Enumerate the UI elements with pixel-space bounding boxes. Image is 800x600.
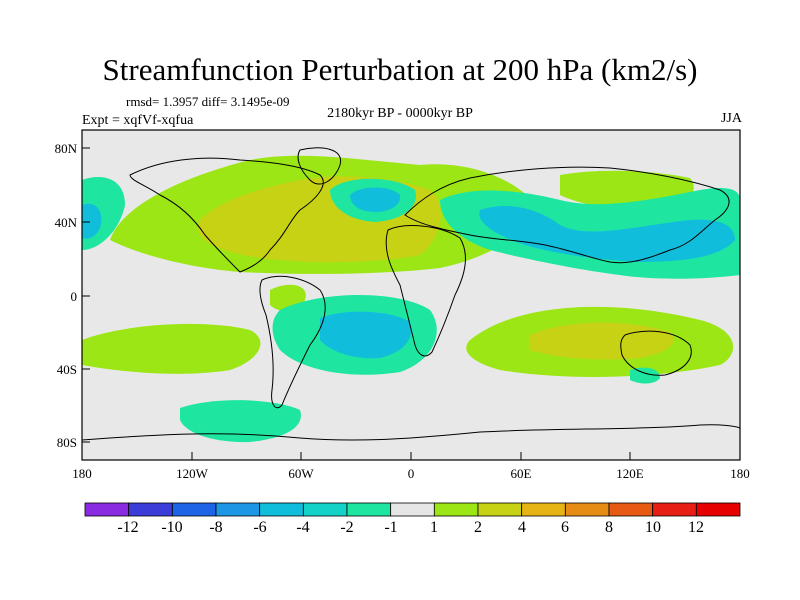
colorbar-box (564, 502, 610, 517)
lat-tick-labels: 80N 40N 0 40S 80S (55, 141, 78, 450)
lat-label-0: 0 (71, 289, 78, 304)
cb-label-m12: -12 (117, 519, 138, 536)
colorbar-box (652, 502, 697, 517)
colorbar-box (215, 502, 261, 517)
lat-label-40s: 40S (57, 362, 77, 377)
lat-label-40n: 40N (55, 215, 78, 230)
lon-label-180e: 180 (730, 466, 750, 481)
coast-antarctica (82, 424, 740, 441)
contour-negative-asia-pac-core (479, 205, 735, 262)
cb-label-p8: 8 (605, 519, 613, 536)
lon-label-120w: 120W (176, 466, 209, 481)
cb-label-p1: 1 (430, 519, 438, 536)
contour-negative-southern (180, 400, 301, 443)
cb-label-m2: -2 (340, 519, 353, 536)
coast-greenland (297, 147, 342, 185)
contour-negative-natl-core (350, 187, 401, 212)
colorbar-box (608, 502, 654, 517)
contour-negative-satl-core (320, 311, 412, 359)
coast-north-america (129, 157, 324, 273)
experiment-label: Expt = xqfVf-xqfua (82, 113, 194, 128)
colorbar-box (171, 502, 217, 517)
coast-australia (620, 330, 692, 376)
cb-label-p6: 6 (561, 519, 569, 536)
contour-fills (82, 155, 740, 443)
coast-south-america (259, 275, 326, 409)
cb-label-m8: -8 (209, 519, 222, 536)
period-label: 2180kyr BP - 0000kyr BP (327, 106, 473, 121)
colorbar-box (259, 502, 304, 517)
colorbar-box (346, 502, 392, 517)
lat-ticks (82, 147, 90, 443)
cb-label-p12: 12 (688, 519, 704, 536)
colorbar-box (390, 502, 435, 517)
contour-negative-westpac-core (82, 203, 102, 239)
contour-positive-southpacific (82, 323, 261, 374)
cb-label-p2: 2 (474, 519, 482, 536)
cb-label-m10: -10 (161, 519, 182, 536)
lon-ticks (81, 452, 741, 460)
lon-label-180w: 180 (72, 466, 92, 481)
lon-label-60w: 60W (288, 466, 314, 481)
coast-eurasia (404, 166, 730, 264)
coast-africa (385, 225, 466, 357)
colorbar-box (302, 502, 348, 517)
cb-label-p4: 4 (518, 519, 526, 536)
lon-label-0: 0 (408, 466, 415, 481)
season-label: JJA (720, 111, 742, 126)
contour-positive-indian-core (530, 322, 674, 360)
colorbar (84, 502, 741, 517)
colorbar-box (128, 502, 173, 517)
stats-text: rmsd= 1.3957 diff= 3.1495e-09 (126, 94, 290, 109)
lat-label-80n: 80N (55, 141, 78, 156)
coastlines (82, 147, 740, 441)
lon-label-60e: 60E (511, 466, 532, 481)
lon-tick-labels: 180 120W 60W 0 60E 120E 180 (72, 466, 750, 481)
colorbar-box (695, 502, 741, 517)
cb-label-m4: -4 (296, 519, 309, 536)
contour-negative-eastaus (630, 367, 660, 384)
colorbar-box (477, 502, 523, 517)
cb-label-m1: -1 (384, 519, 397, 536)
colorbar-box (521, 502, 566, 517)
colorbar-labels: -12 -10 -8 -6 -4 -2 -1 1 2 4 6 8 10 12 (117, 519, 704, 536)
colorbar-box (433, 502, 479, 517)
lat-label-80s: 80S (57, 435, 77, 450)
cb-label-p10: 10 (645, 519, 661, 536)
figure-title: Streamfunction Perturbation at 200 hPa (… (102, 52, 698, 87)
lon-label-120e: 120E (616, 466, 644, 481)
cb-label-m6: -6 (253, 519, 266, 536)
colorbar-box (84, 502, 130, 517)
